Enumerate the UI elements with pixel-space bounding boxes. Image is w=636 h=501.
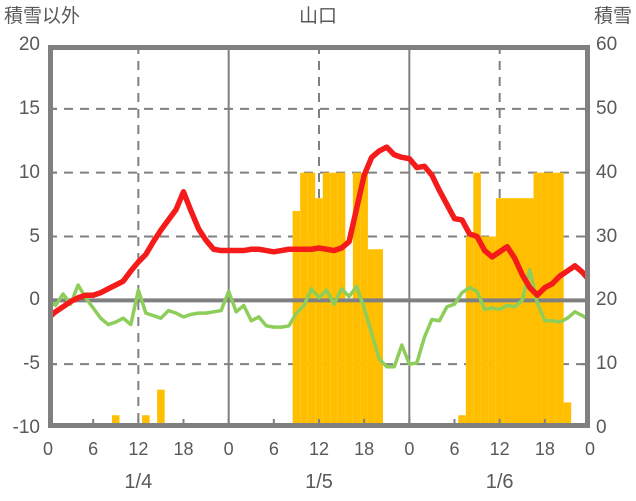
y-axis-right-tick-label: 40 [596,161,618,183]
x-axis-tick-label: 12 [489,439,510,459]
bar [465,236,474,428]
bar [375,249,383,428]
bar [563,402,572,428]
y-axis-right-tick-label: 60 [596,34,618,55]
bar [488,236,496,428]
bar [480,236,489,428]
y-axis-right-tick-label: 0 [596,417,607,438]
bar [345,300,353,428]
x-axis-tick-label: 18 [354,439,375,459]
bar [526,198,534,428]
right-axis-unit-label: 積雪 [593,6,632,27]
bar [292,210,301,428]
y-axis-left-tick-label: -10 [12,417,40,438]
y-axis-left-tick-label: 0 [29,289,40,311]
bar [315,198,323,428]
x-axis-tick-label: 18 [534,439,555,459]
y-axis-left-tick-label: 5 [29,225,40,247]
y-axis-right-tick-label: 30 [596,225,618,247]
chart-title: 山口 [298,6,337,27]
x-axis-tick-label: 18 [173,439,194,459]
plot-area [48,45,590,428]
y-axis-right-tick-label: 20 [596,289,618,311]
green-line [48,267,590,369]
bar [157,389,165,428]
plot-bottom-axis [48,423,590,428]
x-axis-tick-label: 0 [42,439,53,459]
bar [503,198,511,428]
x-axis-tick-label: 6 [449,439,460,459]
y-axis-right-tick-label: 10 [596,353,618,375]
y-axis-left-tick-label: 10 [18,161,40,183]
green-series-line [48,267,590,369]
bar [495,198,504,428]
plot-svg [48,45,590,428]
x-axis-tick-label: 12 [128,439,149,459]
left-axis-unit-label: 積雪以外 [4,6,81,27]
x-axis-tick-label: 0 [223,439,234,459]
x-axis-day-label: 1/6 [485,471,514,493]
red-line [48,144,590,321]
y-axis-right-tick-label: 50 [596,97,618,119]
bar [458,415,466,428]
bar [518,198,527,428]
x-axis-tick-label: 12 [308,439,330,459]
x-axis-tick-label: 6 [88,439,99,459]
y-axis-left-tick-label: -5 [23,353,40,375]
red-series-line [48,144,590,321]
bar [510,198,519,428]
x-axis-tick-label: 6 [268,439,279,459]
x-axis-tick-label: 0 [404,439,415,459]
x-axis-day-label: 1/5 [305,471,333,493]
x-axis-tick-label: 0 [584,439,595,459]
bar [142,415,150,428]
y-axis-left-tick-label: 20 [18,34,40,55]
x-axis-day-label: 1/4 [124,471,153,493]
bar [111,415,120,428]
y-axis-left-tick-label: 15 [18,97,40,119]
